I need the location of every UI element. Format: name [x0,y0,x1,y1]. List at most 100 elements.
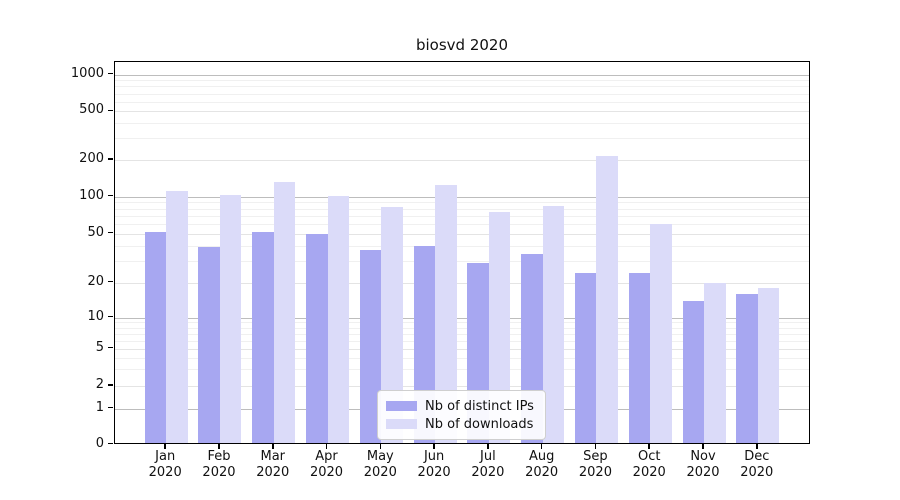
x-tick-label: Apr 2020 [297,449,357,481]
x-tick-year: 2020 [202,465,236,480]
x-tick-mark [487,444,489,449]
bar-nb-of-downloads-dec [757,288,780,444]
x-tick-year: 2020 [740,465,774,480]
bar-nb-of-distinct-ips-nov [682,300,704,444]
gridline-minor [115,86,809,88]
bar-nb-of-downloads-aug [542,206,565,444]
y-tick-label: 0 [95,435,104,451]
x-tick-month: Sep [583,449,608,464]
bar-nb-of-distinct-ips-feb [198,246,220,444]
y-tick-label: 2 [95,377,104,392]
bar-nb-of-downloads-oct [650,223,672,444]
gridline-minor [115,123,809,125]
bar-nb-of-downloads-sep [596,156,618,444]
x-tick-year: 2020 [256,465,290,480]
x-tick-mark [164,444,166,449]
x-tick-year: 2020 [525,465,559,480]
x-tick-label: Jun 2020 [404,449,464,481]
x-tick-year: 2020 [148,465,182,480]
plot-area [114,61,810,444]
bar-nb-of-downloads-may [381,207,403,444]
bar-nb-of-distinct-ips-apr [306,233,328,444]
y-tick-mark [108,231,113,234]
y-tick-label: 100 [79,187,104,203]
gridline-minor [115,357,809,359]
gridline-minor [115,261,809,263]
y-tick-label: 50 [87,224,104,240]
bar-nb-of-distinct-ips-may [359,249,382,444]
bar-nb-of-downloads-mar [273,181,296,444]
bar-nb-of-distinct-ips-dec [736,293,758,444]
gridline-minor [115,245,809,247]
legend-label-downloads: Nb of downloads [425,416,534,432]
x-tick-mark [433,444,435,449]
y-tick-label: 1 [95,399,104,415]
y-tick-label: 200 [79,151,104,166]
gridline [115,282,809,284]
x-tick-label: Oct 2020 [619,449,679,481]
gridline-major [115,74,809,76]
gridline-major [115,196,809,198]
bar-nb-of-distinct-ips-sep [574,272,597,444]
gridline-minor [115,333,809,335]
x-tick-label: Jul 2020 [458,449,518,481]
y-tick-label: 1000 [70,65,104,81]
bar-nb-of-downloads-jul [488,212,511,444]
legend-swatch-downloads [386,419,417,429]
y-tick-label: 10 [87,308,104,324]
x-tick-month: May [366,449,394,464]
x-tick-mark [702,444,704,449]
legend-item-distinct-ips: Nb of distinct IPs [386,398,536,414]
gridline [115,348,809,350]
gridline-minor [115,322,809,324]
y-tick-label: 500 [79,102,104,118]
y-tick-mark [108,315,113,318]
gridline [115,386,809,387]
gridline-minor [115,80,809,82]
x-tick-month: Nov [690,449,716,464]
x-tick-label: Aug 2020 [512,449,572,481]
bar-nb-of-distinct-ips-jan [144,231,167,444]
y-tick-label: 20 [87,273,104,289]
x-tick-year: 2020 [363,465,397,480]
gridline [115,233,809,235]
x-tick-label: Jan 2020 [135,449,195,481]
x-tick-month: Jul [480,449,496,464]
gridline-minor [115,223,809,225]
y-tick-mark [108,158,113,160]
y-tick-mark [108,346,113,349]
x-tick-mark [540,444,543,449]
x-tick-month: Mar [260,449,286,464]
x-tick-year: 2020 [417,465,451,480]
gridline [115,160,809,161]
x-tick-mark [379,444,382,449]
bar-nb-of-downloads-jan [166,190,188,444]
x-tick-mark [648,444,650,449]
legend-swatch-distinct-ips [386,401,417,411]
x-tick-mark [272,444,274,449]
x-tick-label: Feb 2020 [189,449,249,481]
x-tick-month: Dec [744,449,770,464]
x-tick-month: Feb [207,449,231,464]
y-tick-mark [108,194,113,197]
gridline-minor [115,202,809,204]
y-tick-mark [108,442,113,445]
y-tick-mark [108,384,113,386]
y-tick-mark [108,109,113,112]
bar-nb-of-downloads-jun [435,185,457,444]
x-tick-month: Aug [528,449,555,464]
gridline-minor [115,138,809,140]
bar-nb-of-distinct-ips-mar [252,231,274,444]
bar-nb-of-downloads-feb [219,195,242,444]
x-tick-year: 2020 [632,465,666,480]
y-tick-mark [108,72,113,75]
gridline-minor [115,93,809,95]
gridline-minor [115,327,809,329]
x-tick-year: 2020 [686,465,720,480]
y-tick-label: 5 [95,339,104,355]
x-tick-mark [218,444,220,449]
x-tick-year: 2020 [578,465,612,480]
chart-title: biosvd 2020 [415,36,509,54]
y-tick-mark [108,406,113,409]
gridline-minor [115,215,809,217]
